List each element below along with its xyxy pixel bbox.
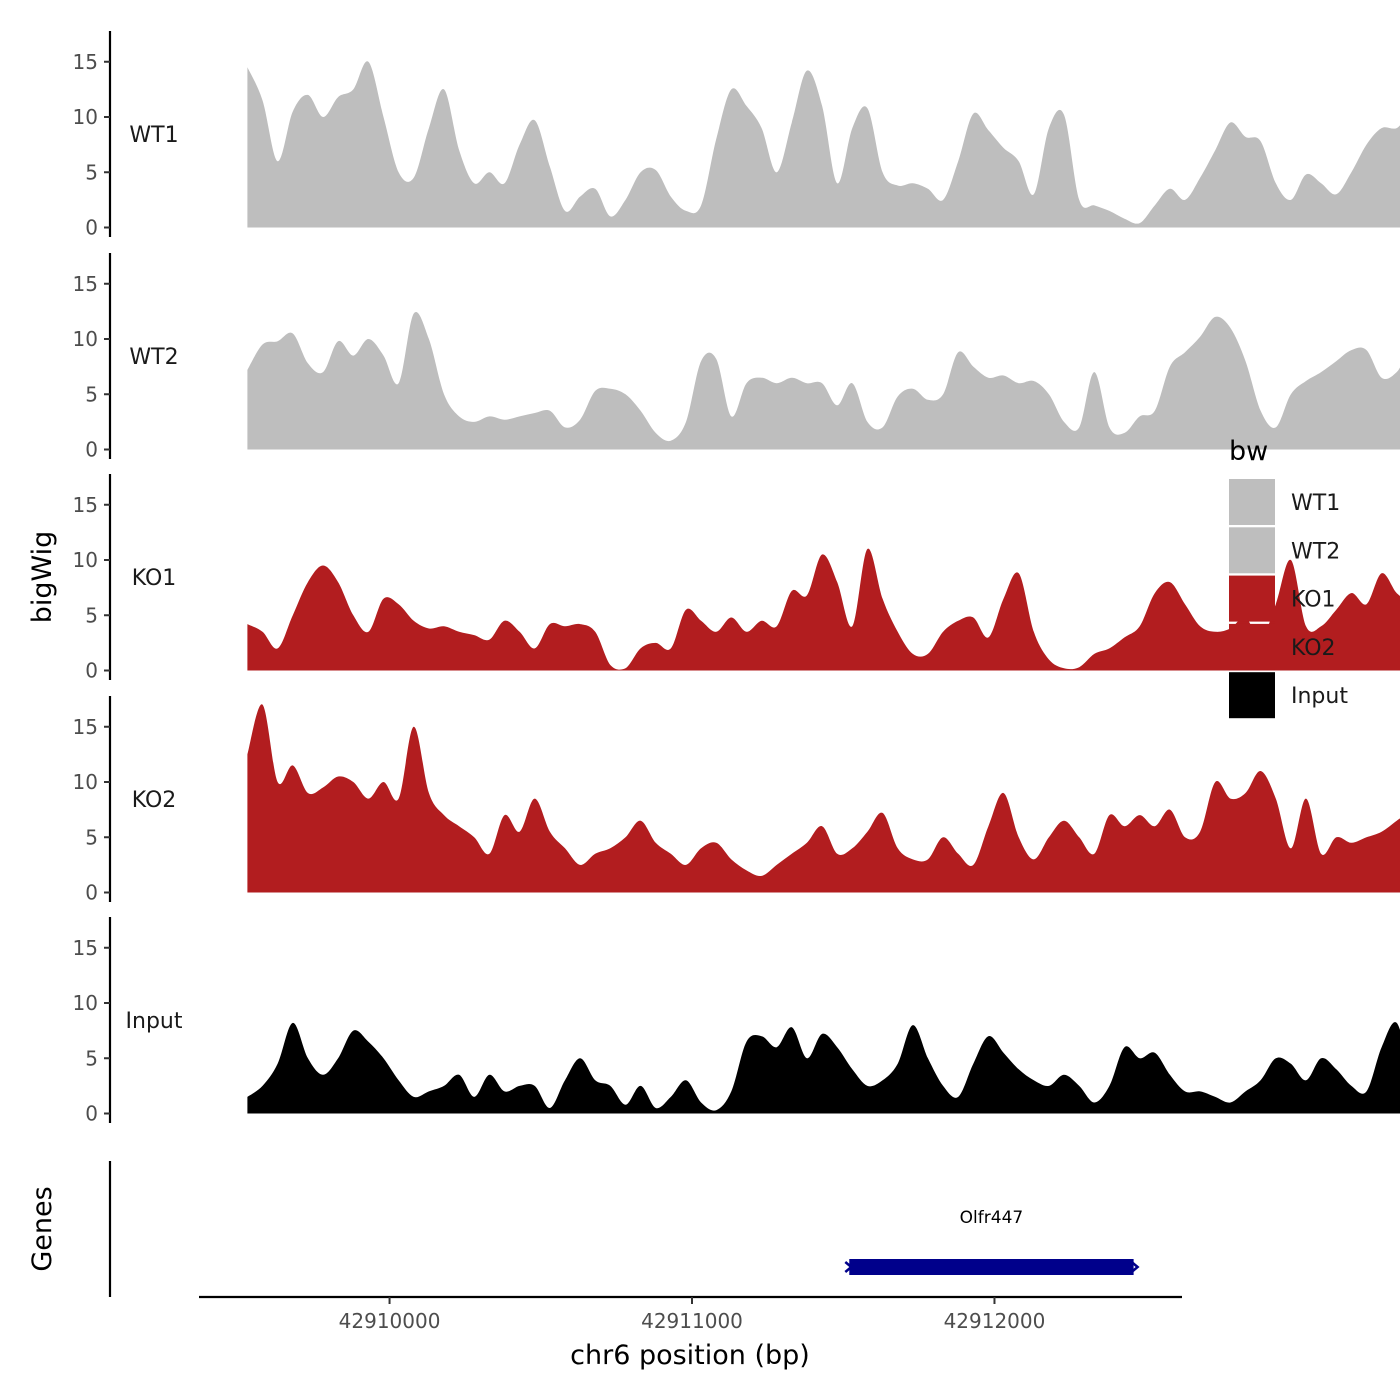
- area-ko1: [247, 548, 1400, 671]
- x-axis: 42910000 42911000 42912000: [199, 1295, 1182, 1333]
- gene-olfr447: Olfr447: [844, 1208, 1140, 1275]
- x-tick-label-42911000: 42911000: [641, 1309, 743, 1333]
- gene-label: Olfr447: [960, 1208, 1024, 1228]
- track-label-wt2: WT2: [129, 345, 178, 370]
- track-wt2: 0 5 10 15 WT2: [73, 253, 1400, 462]
- track-wt1: 0 5 10 15 WT1: [73, 31, 1400, 240]
- y-tick-label-ko2-0: 0: [85, 881, 98, 905]
- y-tick-label-ko1-10: 10: [73, 548, 98, 572]
- y-tick-label-ko2-5: 5: [85, 825, 98, 849]
- y-tick-label-wt2-0: 0: [85, 438, 98, 462]
- track-ko2: 0 5 10 15 KO2: [73, 696, 1400, 905]
- y-tick-label-input-0: 0: [85, 1102, 98, 1126]
- x-axis-title: chr6 position (bp): [570, 1340, 810, 1371]
- y-tick-label-ko1-15: 15: [73, 493, 98, 517]
- y-tick-label-wt1-15: 15: [73, 50, 98, 74]
- x-axis-ticks: 42910000 42911000 42912000: [339, 1297, 1046, 1333]
- legend-swatch-ko2: [1229, 623, 1275, 670]
- legend-label-ko1: KO1: [1291, 588, 1336, 613]
- y-tick-label-input-15: 15: [73, 936, 98, 960]
- track-input: 0 5 10 15 Input: [73, 917, 1400, 1126]
- genes-axis-title: Genes: [27, 1186, 58, 1271]
- legend: bw WT1 WT2 KO1 KO2 Input: [1229, 436, 1348, 719]
- y-tick-label-ko2-15: 15: [73, 715, 98, 739]
- area-wt1: [247, 61, 1400, 228]
- y-tick-label-input-5: 5: [85, 1046, 98, 1070]
- gene-strand-arrow-end: [1130, 1261, 1140, 1273]
- legend-label-ko2: KO2: [1291, 636, 1336, 661]
- legend-label-wt1: WT1: [1291, 491, 1340, 516]
- y-axis-title: bigWig: [27, 531, 58, 624]
- y-tick-label-wt1-10: 10: [73, 105, 98, 129]
- legend-label-wt2: WT2: [1291, 539, 1340, 564]
- gene-track: Olfr447: [108, 1161, 1140, 1297]
- y-tick-label-ko1-0: 0: [85, 659, 98, 683]
- gene-strand-arrow-start: [844, 1261, 854, 1273]
- area-input: [247, 1022, 1400, 1114]
- y-tick-label-ko1-5: 5: [85, 603, 98, 627]
- legend-label-input: Input: [1291, 684, 1348, 709]
- x-tick-label-42912000: 42912000: [944, 1309, 1046, 1333]
- y-tick-label-wt1-5: 5: [85, 160, 98, 184]
- track-label-wt1: WT1: [129, 123, 178, 148]
- y-tick-label-wt1-0: 0: [85, 216, 98, 240]
- legend-title: bw: [1229, 436, 1268, 467]
- area-ko2: [247, 704, 1400, 893]
- y-tick-label-input-10: 10: [73, 991, 98, 1015]
- track-label-ko2: KO2: [132, 788, 177, 813]
- legend-swatch-wt1: [1229, 479, 1275, 525]
- track-label-input: Input: [126, 1009, 183, 1034]
- legend-swatch-wt2: [1229, 527, 1275, 574]
- track-ko1: 0 5 10 15 KO1: [73, 474, 1400, 683]
- legend-items: WT1 WT2 KO1 KO2 Input: [1229, 479, 1348, 719]
- legend-swatch-ko1: [1229, 575, 1275, 622]
- legend-swatch-input: [1229, 672, 1275, 719]
- y-tick-label-wt2-15: 15: [73, 272, 98, 296]
- y-tick-label-wt2-5: 5: [85, 382, 98, 406]
- y-tick-label-wt2-10: 10: [73, 327, 98, 351]
- y-tick-label-ko2-10: 10: [73, 770, 98, 794]
- track-label-ko1: KO1: [132, 566, 177, 591]
- gene-body: [849, 1259, 1134, 1275]
- signal-tracks: 0 5 10 15 WT1 0 5 10 15 WT2 0 5 10 15 KO1 0 5 10 15 KO2 0 5 10…: [73, 31, 1400, 1126]
- gene-models: Olfr447: [844, 1208, 1140, 1275]
- area-wt2: [247, 312, 1400, 450]
- x-tick-label-42910000: 42910000: [339, 1309, 441, 1333]
